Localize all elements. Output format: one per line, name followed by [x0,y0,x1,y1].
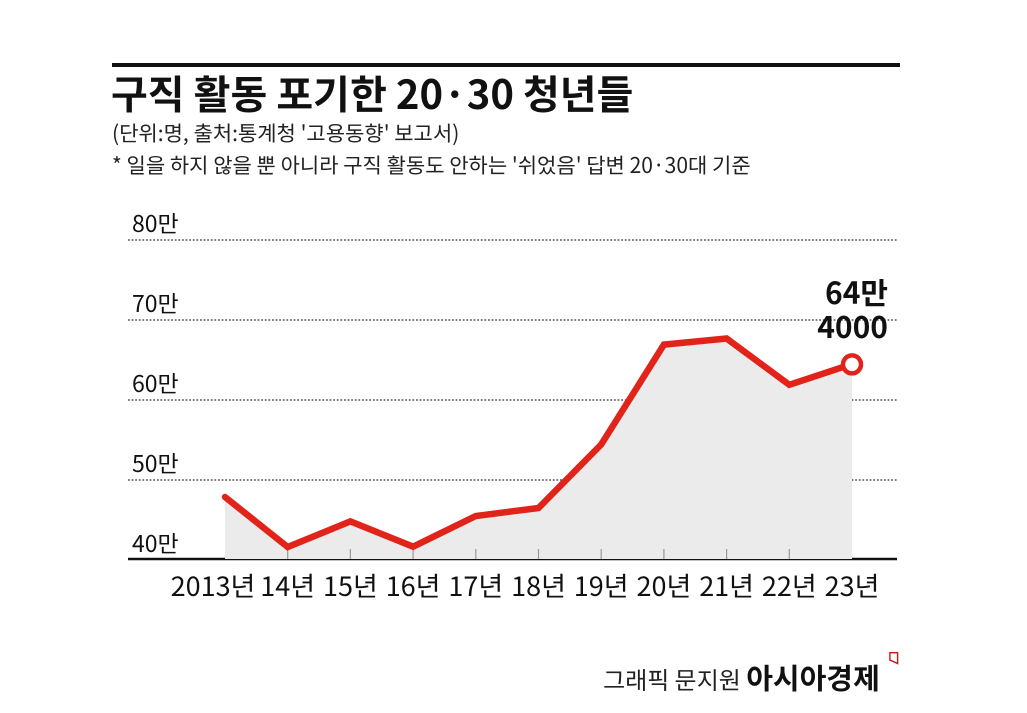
svg-text:4000: 4000 [817,303,888,347]
svg-text:2013년: 2013년 [171,565,256,604]
svg-text:16년: 16년 [386,565,441,604]
svg-text:60만: 60만 [132,365,179,399]
svg-text:80만: 80만 [132,205,179,239]
svg-text:70만: 70만 [132,285,179,319]
svg-text:21년: 21년 [699,565,754,604]
svg-text:14년: 14년 [260,565,315,604]
svg-text:40만: 40만 [132,525,179,559]
svg-text:18년: 18년 [511,565,566,604]
svg-text:23년: 23년 [825,565,880,604]
svg-text:15년: 15년 [323,565,378,604]
svg-text:50만: 50만 [132,445,179,479]
svg-text:19년: 19년 [574,565,629,604]
svg-text:17년: 17년 [448,565,503,604]
svg-text:20년: 20년 [636,565,691,604]
svg-text:22년: 22년 [762,565,817,604]
